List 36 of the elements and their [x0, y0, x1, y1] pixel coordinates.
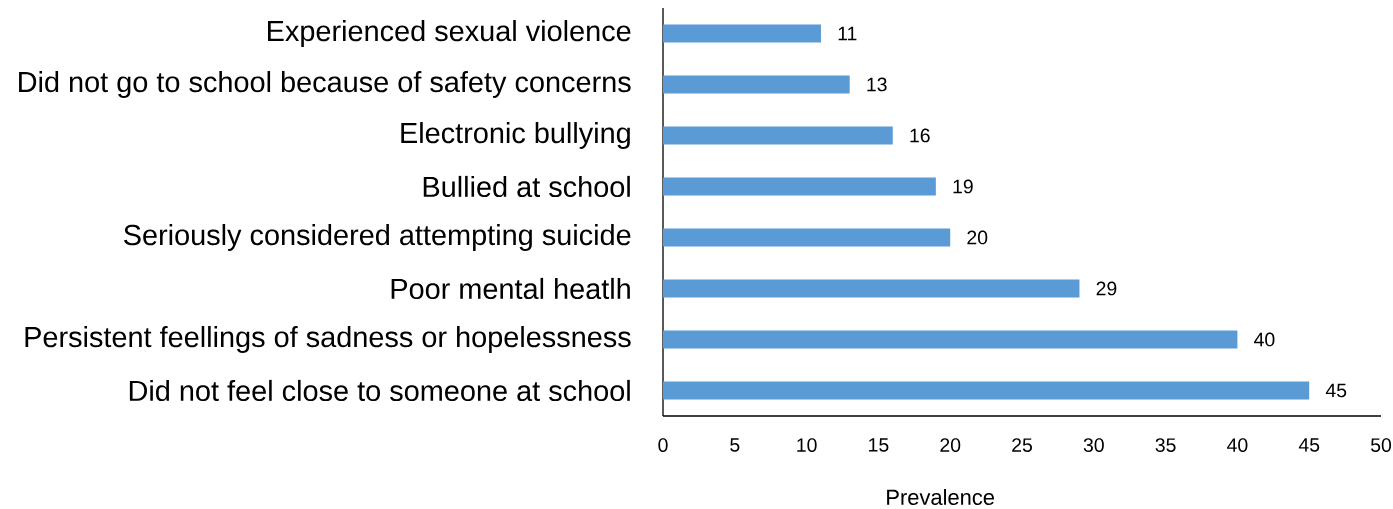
data-label: 40	[1254, 332, 1275, 347]
bar	[663, 330, 1238, 349]
bar	[663, 126, 893, 145]
y-tick-label: Did not feel close to someone at school	[129, 379, 630, 402]
x-tick-label: 35	[1155, 438, 1176, 452]
bar	[663, 279, 1080, 298]
data-label: 29	[1096, 281, 1117, 296]
data-label: 20	[967, 230, 988, 245]
x-tick-label: 50	[1370, 438, 1392, 452]
x-tick-label: 10	[797, 438, 817, 452]
y-tick-label: Persistent feellings of sadness or hopelessness	[25, 326, 631, 353]
y-tick-label: Did not go to school because of safety concerns	[19, 71, 631, 98]
y-tick-label: Bullied at school	[423, 175, 630, 198]
y-tick-label: Electronic bullying	[401, 122, 630, 149]
bar	[663, 75, 850, 94]
bar	[663, 177, 936, 196]
y-tick-label: Experienced sexual violence	[268, 20, 631, 47]
data-label: 19	[953, 179, 973, 194]
x-tick-label: 5	[730, 438, 740, 452]
x-axis-title: Prevalence	[887, 488, 994, 506]
x-tick-label: 45	[1298, 438, 1320, 452]
data-label: 13	[867, 77, 887, 92]
y-tick-label: Seriously considered attempting suicide	[124, 224, 631, 251]
data-label: 45	[1325, 383, 1347, 398]
x-tick-label: 15	[869, 438, 889, 452]
x-tick-label: 25	[1012, 438, 1032, 452]
x-tick-label: 20	[940, 438, 961, 452]
bar	[663, 381, 1310, 400]
y-tick-label: Poor mental heatlh	[391, 277, 630, 300]
data-label: 16	[910, 128, 930, 143]
bar	[663, 228, 951, 247]
bar	[663, 24, 821, 43]
x-tick-label: 40	[1227, 438, 1248, 452]
x-tick-label: 30	[1083, 438, 1104, 452]
data-label: 11	[838, 26, 857, 41]
x-tick-label: 0	[658, 438, 668, 452]
